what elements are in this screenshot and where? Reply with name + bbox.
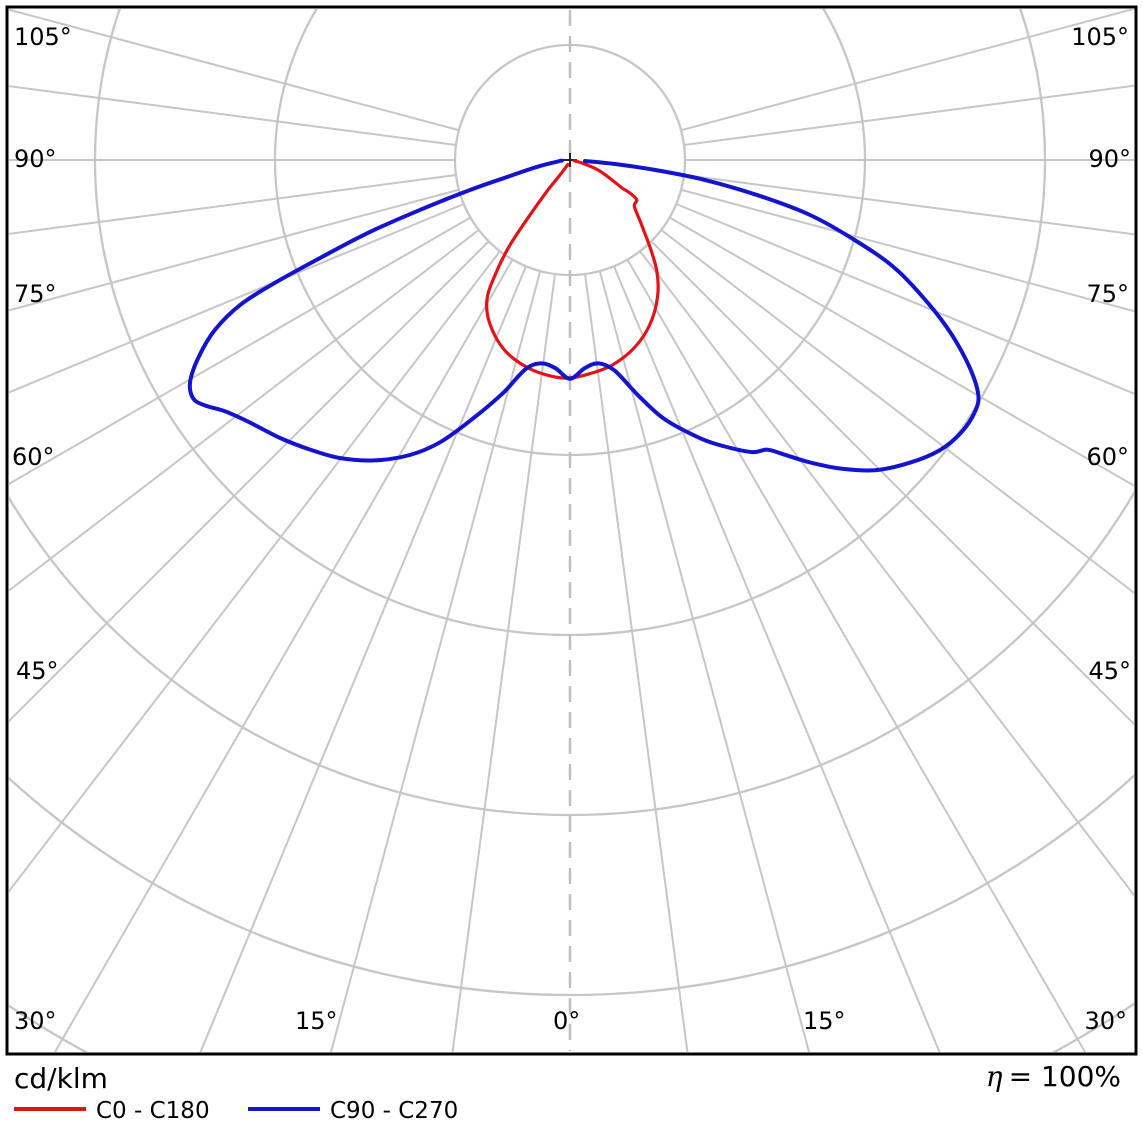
grid-spoke [9,216,471,486]
curve-c0-c180 [484,159,660,380]
plot-border [5,5,1138,1056]
grid-spoke [613,265,941,1052]
grid-spoke [660,229,1134,595]
grid-spoke [9,174,457,235]
grid-spoke [9,188,460,312]
grid-spoke [9,240,490,723]
light-output-ratio: η = 100% [986,1060,1121,1093]
legend-item-c90-c270: C90 - C270 [248,1098,458,1128]
angle-tick-label: 105° [14,23,72,51]
grid-ring [9,490,1134,816]
eta-value: = 100% [1008,1060,1121,1093]
grid-spoke [626,259,1087,1052]
angle-tick-label: 15° [803,1007,846,1035]
legend-label-c0-c180: C0 - C180 [96,1098,210,1124]
grid-spoke [598,270,811,1052]
angle-tick-label: 75° [14,280,57,308]
grid-spoke [199,265,527,1052]
grid-spoke [683,174,1134,236]
grid-spoke [451,273,556,1052]
grid-spoke [669,216,1134,487]
angle-tick-label: 45° [16,657,59,685]
angle-tick-label: 90° [1088,145,1131,173]
grid-spoke [680,188,1134,313]
curve-c90-c270 [187,158,981,473]
grid-spoke [650,240,1134,726]
legend-item-c0-c180: C0 - C180 [14,1098,210,1128]
angle-tick-label: 105° [1071,23,1129,51]
grid-spoke [329,270,542,1052]
angle-tick-label: 45° [1088,657,1131,685]
legend-line-c0-c180-icon [14,1107,86,1111]
grid-spoke [675,203,1134,395]
grid-spoke [639,250,1134,897]
angle-tick-label: 30° [14,1007,57,1035]
grid-spoke [680,9,1134,132]
grid-spoke [683,84,1134,146]
angle-tick-label: 30° [1084,1007,1127,1035]
angle-tick-label: 90° [14,145,57,173]
legend-line-c90-c270-icon [248,1107,320,1111]
grid-spoke [9,250,501,893]
legend-label-c90-c270: C90 - C270 [330,1098,459,1124]
grid-spoke [9,203,465,394]
grid-ring [9,773,1134,996]
angle-tick-label: 75° [1086,280,1129,308]
chart-footer: cd/klm η = 100% C0 - C180 C90 - C270 [0,1060,1143,1143]
angle-tick-label: 60° [12,443,55,471]
grid-spoke [53,259,514,1052]
grid-spoke [9,229,480,592]
angle-tick-label: 60° [1086,443,1129,471]
grid-spoke [9,85,457,146]
grid-spoke [584,273,689,1052]
grid-spoke [9,9,460,132]
angle-tick-label: 0° [553,1007,581,1035]
radial-unit-label: cd/klm [14,1062,108,1095]
angle-tick-label: 15° [295,1007,338,1035]
eta-symbol: η [985,1060,1003,1093]
